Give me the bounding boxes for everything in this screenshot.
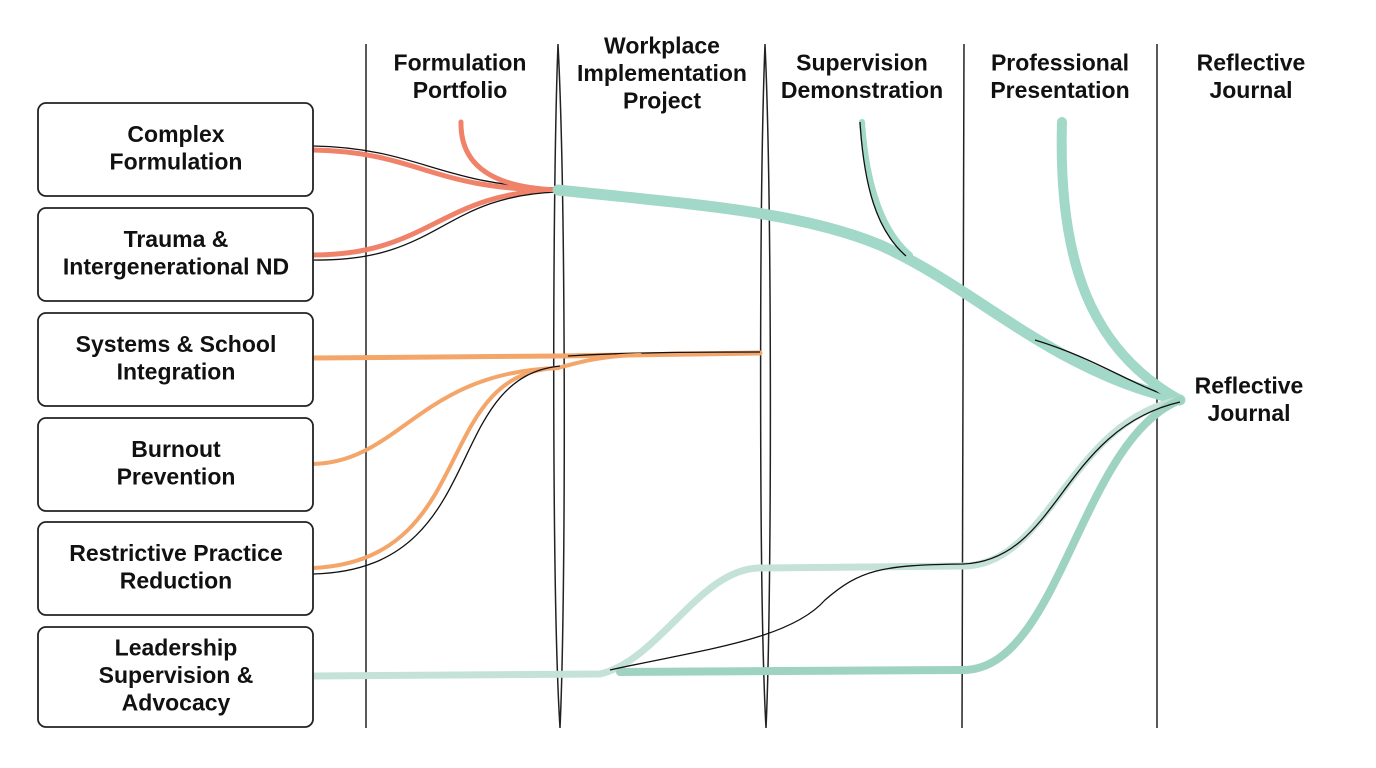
flow — [859, 119, 913, 258]
node-label: Burnout Prevention — [117, 436, 236, 490]
flow-ink — [859, 121, 907, 257]
flow — [616, 396, 1184, 676]
flow — [458, 119, 561, 193]
divider — [759, 43, 772, 729]
node-label: Complex Formulation — [110, 121, 243, 175]
node-label-line: Prevention — [117, 463, 236, 489]
column-header-line: Implementation — [577, 60, 747, 86]
node-label-line: Intergenerational ND — [63, 253, 289, 279]
column-header-line: Portfolio — [413, 77, 508, 103]
target-label-line: Journal — [1207, 400, 1290, 426]
node-label: Restrictive Practice Reduction — [69, 540, 283, 594]
column-header-line: Workplace — [604, 33, 720, 59]
divider — [961, 43, 965, 729]
flow — [311, 353, 642, 466]
node-label-line: Reduction — [120, 567, 232, 593]
node-label-line: Formulation — [110, 148, 243, 174]
node-label-line: Integration — [117, 358, 236, 384]
flow-ink — [312, 191, 559, 261]
node-box — [37, 312, 314, 407]
node-label-line: Advocacy — [122, 690, 231, 716]
flow — [310, 187, 561, 258]
target-label: Reflective Journal — [1195, 372, 1304, 426]
node-label-line: Burnout — [131, 436, 221, 462]
node-label-line: Trauma & — [124, 226, 229, 252]
column-header: Supervision Demonstration — [781, 49, 943, 103]
node-box — [37, 417, 314, 512]
column-header-line: Project — [623, 88, 701, 114]
flow-ink — [312, 365, 561, 575]
column-header-line: Supervision — [796, 49, 928, 75]
flows — [309, 117, 1186, 680]
flow — [309, 396, 1184, 680]
column-header-line: Reflective — [1197, 49, 1306, 75]
flow — [1056, 117, 1185, 405]
column-header: Reflective Journal — [1197, 49, 1306, 103]
node-box — [37, 102, 314, 197]
node-label-line: Leadership — [115, 635, 238, 661]
node-box — [37, 207, 314, 302]
column-header-line: Presentation — [990, 77, 1129, 103]
node-label-line: Complex — [127, 121, 224, 147]
divider — [552, 43, 566, 729]
column-header: Workplace Implementation Project — [577, 33, 747, 114]
node-box — [37, 626, 314, 728]
flow-ink — [609, 401, 1181, 671]
column-header: Formulation Portfolio — [394, 49, 527, 103]
column-header-line: Journal — [1209, 77, 1292, 103]
node-label: Leadership Supervision & Advocacy — [99, 635, 254, 716]
column-header-line: Demonstration — [781, 77, 943, 103]
node-label-line: Systems & School — [76, 331, 277, 357]
column-header-line: Formulation — [394, 49, 527, 75]
flow — [311, 366, 560, 570]
flow — [552, 184, 1186, 406]
node-box — [37, 521, 314, 616]
flow-ink — [567, 351, 761, 357]
node-label: Systems & School Integration — [76, 331, 277, 385]
column-dividers — [365, 43, 1158, 729]
node-label: Trauma & Intergenerational ND — [63, 226, 289, 280]
flow — [310, 147, 561, 193]
flow — [310, 350, 763, 361]
target-label-line: Reflective — [1195, 372, 1304, 398]
node-label-line: Supervision & — [99, 662, 254, 688]
column-header: Professional Presentation — [990, 49, 1129, 103]
node-label-line: Restrictive Practice — [69, 540, 283, 566]
node-boxes — [37, 102, 314, 728]
column-header-line: Professional — [991, 49, 1129, 75]
